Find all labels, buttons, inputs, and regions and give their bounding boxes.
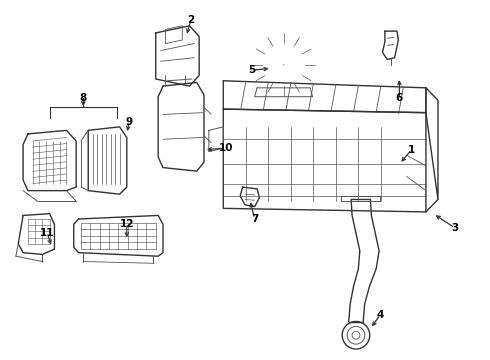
Text: 11: 11 xyxy=(40,228,54,238)
Text: 12: 12 xyxy=(120,219,134,229)
Text: 3: 3 xyxy=(451,223,459,233)
Text: 1: 1 xyxy=(408,145,415,155)
Text: 10: 10 xyxy=(219,143,233,153)
Text: 8: 8 xyxy=(80,94,87,103)
Text: 5: 5 xyxy=(248,65,256,75)
Text: 6: 6 xyxy=(396,94,403,103)
Text: 9: 9 xyxy=(125,117,133,126)
Text: 4: 4 xyxy=(376,310,384,320)
Text: 2: 2 xyxy=(187,15,195,25)
Text: 7: 7 xyxy=(251,214,258,224)
